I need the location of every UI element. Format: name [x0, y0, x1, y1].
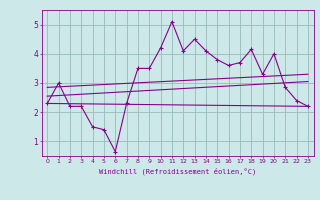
X-axis label: Windchill (Refroidissement éolien,°C): Windchill (Refroidissement éolien,°C) [99, 167, 256, 175]
